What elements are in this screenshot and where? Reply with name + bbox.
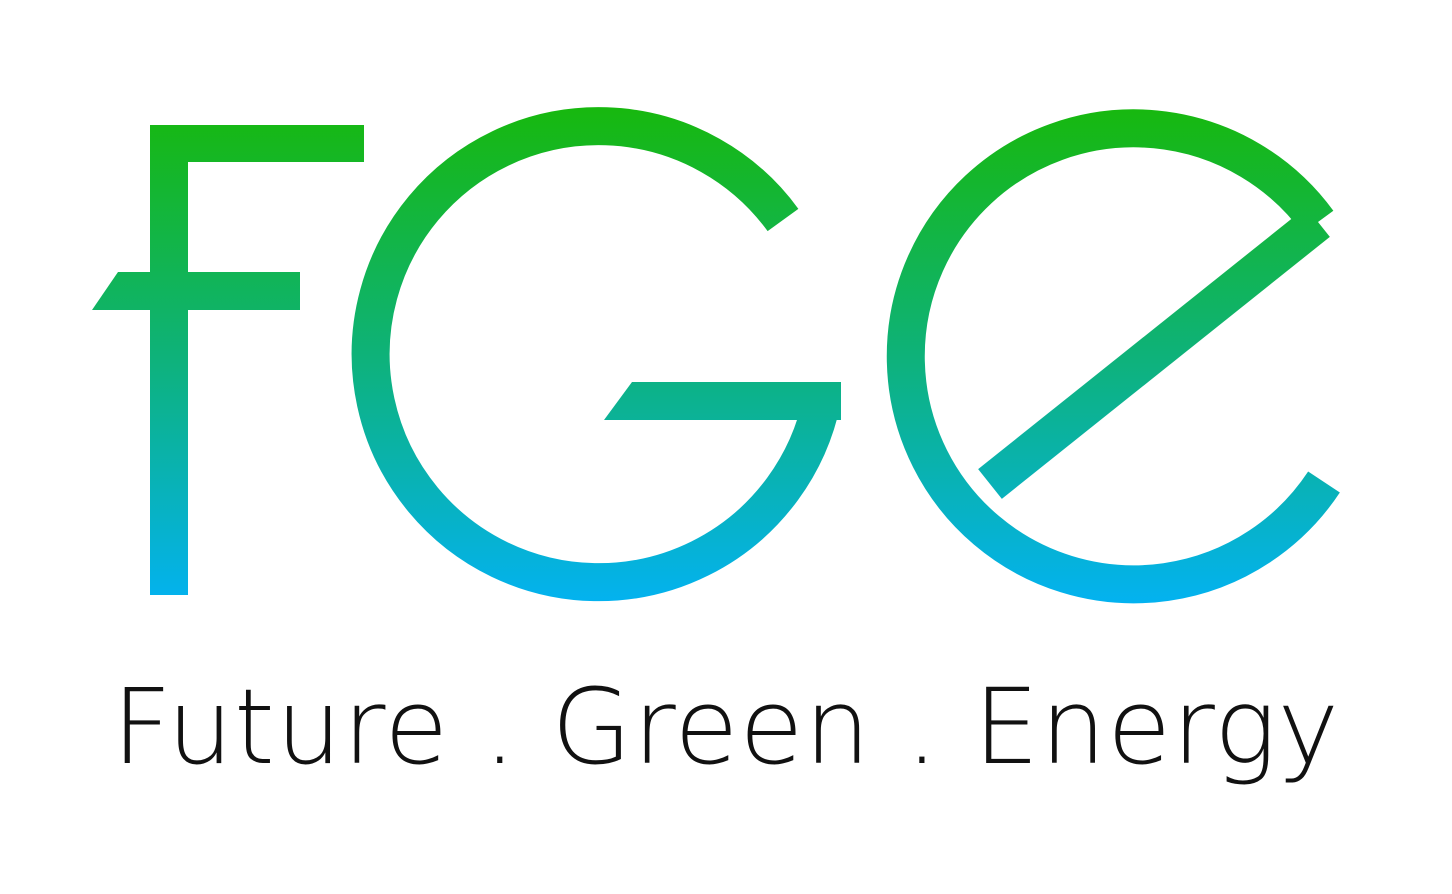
letter-f — [92, 125, 364, 595]
fge-logo-mark — [92, 107, 1340, 604]
tagline: Future . Green . Energy — [112, 666, 1340, 788]
letter-g — [351, 107, 841, 602]
letter-e — [886, 109, 1340, 604]
